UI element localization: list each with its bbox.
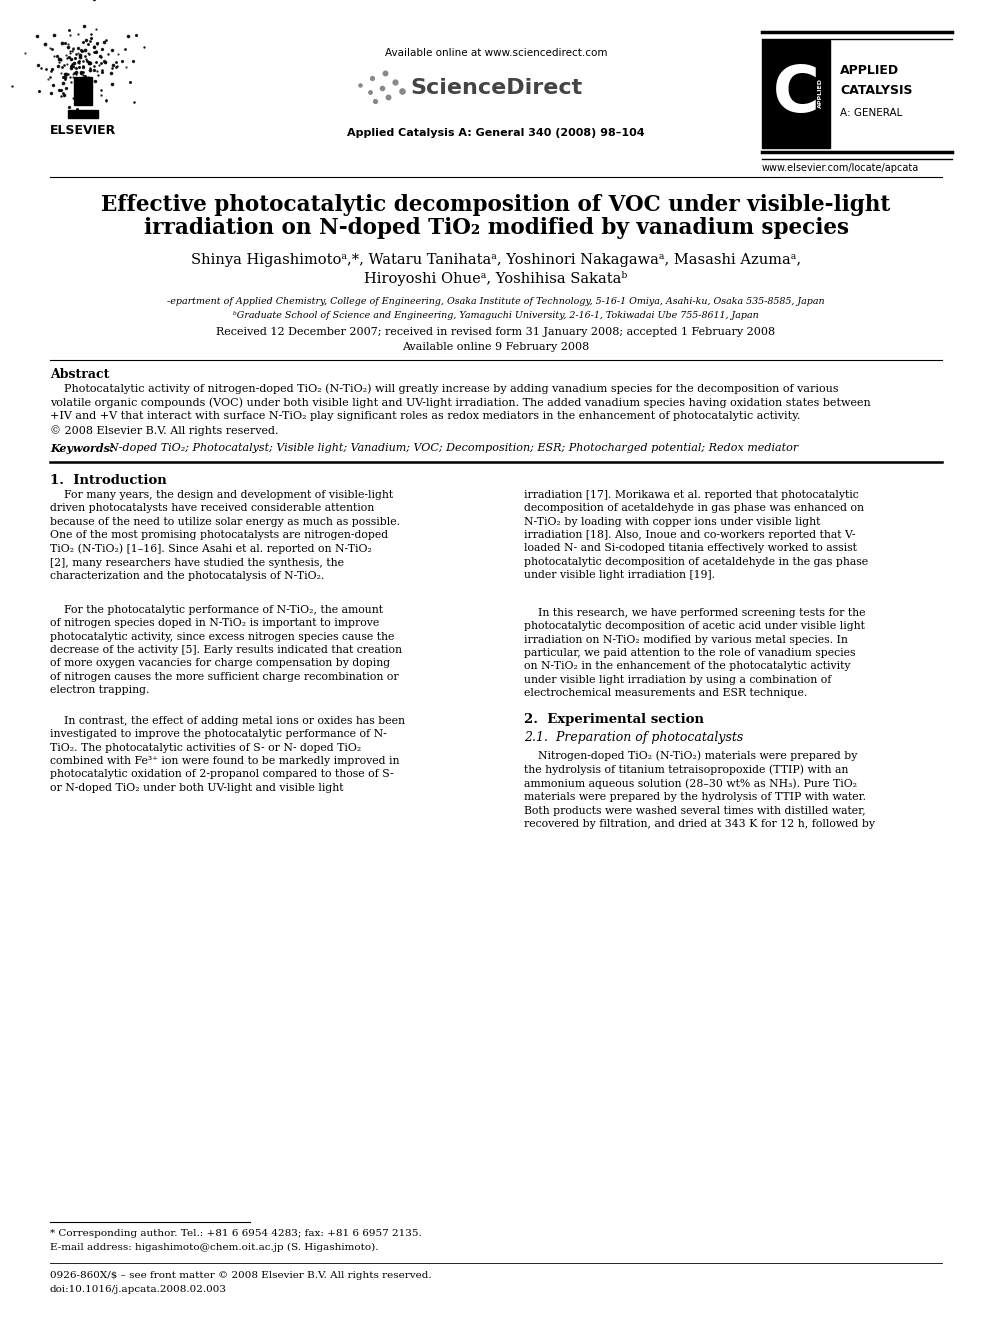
Bar: [68, 110, 98, 118]
Text: Photocatalytic activity of nitrogen-doped TiO₂ (N-TiO₂) will greatly increase by: Photocatalytic activity of nitrogen-dope…: [50, 382, 871, 435]
Text: Received 12 December 2007; received in revised form 31 January 2008; accepted 1 : Received 12 December 2007; received in r…: [216, 327, 776, 337]
Text: Hiroyoshi Ohueᵃ, Yoshihisa Sakataᵇ: Hiroyoshi Ohueᵃ, Yoshihisa Sakataᵇ: [364, 271, 628, 287]
Text: irradiation on N-doped TiO₂ modified by vanadium species: irradiation on N-doped TiO₂ modified by …: [144, 217, 848, 239]
Text: ­epartment of Applied Chemistry, College of Engineering, Osaka Institute of Tech: ­epartment of Applied Chemistry, College…: [168, 298, 824, 307]
Text: doi:10.1016/j.apcata.2008.02.003: doi:10.1016/j.apcata.2008.02.003: [50, 1286, 227, 1294]
Text: CATALYSIS: CATALYSIS: [840, 83, 913, 97]
Text: Effective photocatalytic decomposition of VOC under visible-light: Effective photocatalytic decomposition o…: [101, 194, 891, 216]
Bar: [74, 77, 92, 105]
Text: C: C: [773, 64, 819, 124]
Text: For many years, the design and development of visible-light
driven photocatalyst: For many years, the design and developme…: [50, 490, 400, 581]
Text: ScienceDirect: ScienceDirect: [410, 78, 582, 98]
Text: 1.  Introduction: 1. Introduction: [50, 474, 167, 487]
Text: 2.  Experimental section: 2. Experimental section: [524, 713, 704, 726]
Text: ELSEVIER: ELSEVIER: [50, 123, 116, 136]
Text: Available online 9 February 2008: Available online 9 February 2008: [403, 343, 589, 352]
Text: A: GENERAL: A: GENERAL: [840, 108, 903, 118]
Text: In contrast, the effect of adding metal ions or oxides has been
investigated to : In contrast, the effect of adding metal …: [50, 716, 405, 792]
Bar: [762, 40, 830, 148]
Text: APPLIED: APPLIED: [817, 78, 822, 108]
Text: ᵇGraduate School of Science and Engineering, Yamaguchi University, 2-16-1, Tokiw: ᵇGraduate School of Science and Engineer…: [233, 311, 759, 320]
Text: APPLIED: APPLIED: [840, 64, 899, 77]
Text: Keywords:: Keywords:: [50, 442, 114, 454]
Text: For the photocatalytic performance of N-TiO₂, the amount
of nitrogen species dop: For the photocatalytic performance of N-…: [50, 605, 402, 695]
Text: Available online at www.sciencedirect.com: Available online at www.sciencedirect.co…: [385, 48, 607, 58]
Text: N-doped TiO₂; Photocatalyst; Visible light; Vanadium; VOC; Decomposition; ESR; P: N-doped TiO₂; Photocatalyst; Visible lig…: [102, 443, 799, 452]
Text: In this research, we have performed screening tests for the
photocatalytic decom: In this research, we have performed scre…: [524, 609, 865, 699]
Text: irradiation [17]. Morikawa et al. reported that photocatalytic
decomposition of : irradiation [17]. Morikawa et al. report…: [524, 490, 868, 581]
Text: Nitrogen-doped TiO₂ (N-TiO₂) materials were prepared by
the hydrolysis of titani: Nitrogen-doped TiO₂ (N-TiO₂) materials w…: [524, 750, 875, 830]
Text: 2.1.  Preparation of photocatalysts: 2.1. Preparation of photocatalysts: [524, 732, 743, 745]
Text: * Corresponding author. Tel.: +81 6 6954 4283; fax: +81 6 6957 2135.: * Corresponding author. Tel.: +81 6 6954…: [50, 1229, 422, 1237]
Text: 0926-860X/$ – see front matter © 2008 Elsevier B.V. All rights reserved.: 0926-860X/$ – see front matter © 2008 El…: [50, 1270, 432, 1279]
Text: www.elsevier.com/locate/apcata: www.elsevier.com/locate/apcata: [762, 163, 920, 173]
Text: E-mail address: higashimoto@chem.oit.ac.jp (S. Higashimoto).: E-mail address: higashimoto@chem.oit.ac.…: [50, 1242, 379, 1252]
Text: Shinya Higashimotoᵃ,*, Wataru Tanihataᵃ, Yoshinori Nakagawaᵃ, Masashi Azumaᵃ,: Shinya Higashimotoᵃ,*, Wataru Tanihataᵃ,…: [190, 253, 802, 267]
Text: Abstract: Abstract: [50, 368, 109, 381]
Text: Applied Catalysis A: General 340 (2008) 98–104: Applied Catalysis A: General 340 (2008) …: [347, 128, 645, 138]
